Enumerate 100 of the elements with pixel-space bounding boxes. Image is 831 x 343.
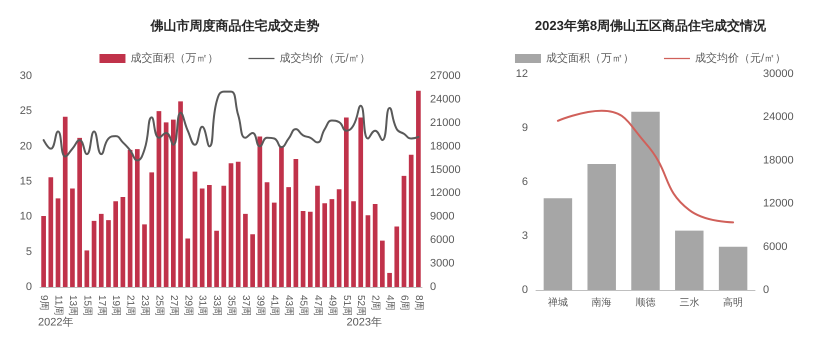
bar <box>221 186 226 287</box>
bar <box>322 203 328 287</box>
bar <box>718 246 748 290</box>
bar <box>128 150 132 287</box>
y-tick-label: 0 <box>26 281 32 293</box>
x-tick-label: 9周 <box>38 295 50 311</box>
x-tick-label: 41周 <box>268 295 280 316</box>
y-tick-label: 20 <box>20 140 32 152</box>
bar <box>416 90 421 287</box>
legend-label: 成交面积（万㎡） <box>130 52 218 64</box>
bar <box>587 164 616 290</box>
bar <box>113 201 118 287</box>
bar <box>279 147 284 287</box>
bar <box>185 238 190 287</box>
bar <box>214 230 219 287</box>
x-tick-label: 51周 <box>340 295 352 316</box>
bar <box>170 120 176 287</box>
bar <box>92 220 96 287</box>
x-tick-label: 15周 <box>81 295 92 316</box>
bar <box>142 224 147 287</box>
x-tick-label: 37周 <box>240 295 251 316</box>
bar <box>62 116 68 287</box>
legend-label: 成交面积（万㎡） <box>546 52 634 64</box>
y2-tick-label: 12000 <box>430 187 461 200</box>
x-tick-label: 4周 <box>384 295 396 311</box>
chart-title: 2023年第8周佛山五区商品住宅成交情况 <box>534 18 768 33</box>
bar <box>207 185 212 287</box>
y2-tick-label: 24000 <box>430 93 461 106</box>
y-tick-label: 5 <box>26 246 32 258</box>
x-tick-label: 8周 <box>412 295 424 311</box>
bar <box>77 138 82 287</box>
bar <box>156 111 162 287</box>
bar <box>250 234 255 287</box>
bar <box>358 117 364 287</box>
bar <box>631 112 660 290</box>
bar <box>149 172 154 287</box>
bar <box>394 226 400 287</box>
y-tick-label: 3 <box>522 230 528 242</box>
y2-tick-label: 18000 <box>763 154 794 166</box>
legend-label: 成交均价（元/㎡） <box>694 52 786 64</box>
bar <box>344 117 349 287</box>
y-tick-label: 0 <box>522 284 528 296</box>
bar <box>56 198 60 287</box>
x-tick-label: 19周 <box>110 295 122 316</box>
y-tick-label: 30 <box>20 70 32 82</box>
y2-tick-label: 3000 <box>430 258 454 270</box>
y-tick-label: 15 <box>20 176 32 188</box>
x-tick-label: 三水 <box>679 296 700 308</box>
y2-tick-label: 12000 <box>763 198 794 210</box>
bar <box>380 240 385 287</box>
bar <box>366 215 370 287</box>
bar <box>402 176 406 287</box>
x-tick-label: 31周 <box>196 295 208 316</box>
y2-tick-label: 27000 <box>430 70 461 82</box>
bar <box>70 188 75 287</box>
bar <box>336 189 342 287</box>
bar <box>286 187 292 287</box>
y2-tick-label: 15000 <box>430 164 461 176</box>
x-tick-label: 禅城 <box>548 296 568 308</box>
x-tick-label: 39周 <box>254 295 266 316</box>
y2-tick-label: 9000 <box>430 210 454 223</box>
y-tick-label: 6 <box>522 176 528 188</box>
bar <box>120 196 126 287</box>
x-tick-label: 17周 <box>96 295 107 316</box>
bar <box>387 272 392 287</box>
bar <box>351 201 356 287</box>
line-series <box>556 110 734 224</box>
y2-tick-label: 6000 <box>763 240 788 253</box>
y-tick-label: 10 <box>20 210 32 223</box>
x-tick-label: 47周 <box>312 295 323 316</box>
bar <box>544 198 572 290</box>
bar <box>48 177 54 287</box>
x-tick-label: 33周 <box>211 295 222 316</box>
y2-tick-label: 6000 <box>430 234 454 246</box>
x-tick-label: 13周 <box>66 295 78 316</box>
x-tick-label: 49周 <box>326 295 338 316</box>
x-tick-label: 11周 <box>52 295 64 316</box>
bar <box>257 136 262 287</box>
chart-title: 佛山市周度商品住宅成交走势 <box>150 18 320 33</box>
x-tick-label: 21周 <box>124 295 136 316</box>
y2-tick-label: 24000 <box>763 111 794 124</box>
x-tick-label: 35周 <box>226 295 236 316</box>
bar <box>308 212 313 287</box>
x-tick-label: 27周 <box>168 295 179 316</box>
y2-tick-label: 0 <box>763 284 770 296</box>
bar <box>330 199 334 287</box>
y2-tick-label: 21000 <box>430 116 461 129</box>
y-tick-label: 12 <box>516 68 528 80</box>
legend-label: 成交均价（元/㎡） <box>279 52 371 64</box>
x-tick-label: 顺德 <box>636 298 656 308</box>
bar <box>315 186 320 287</box>
bar <box>192 172 198 287</box>
x-tick-label: 高明 <box>723 296 744 308</box>
bar <box>178 101 183 287</box>
x-tick-label: 52周 <box>355 295 366 316</box>
y2-tick-label: 18000 <box>430 140 461 152</box>
x-tick-label: 29周 <box>182 295 194 316</box>
x-tick-label: 6周 <box>398 295 410 311</box>
y-tick-label: 25 <box>20 105 32 118</box>
bar <box>98 214 104 287</box>
